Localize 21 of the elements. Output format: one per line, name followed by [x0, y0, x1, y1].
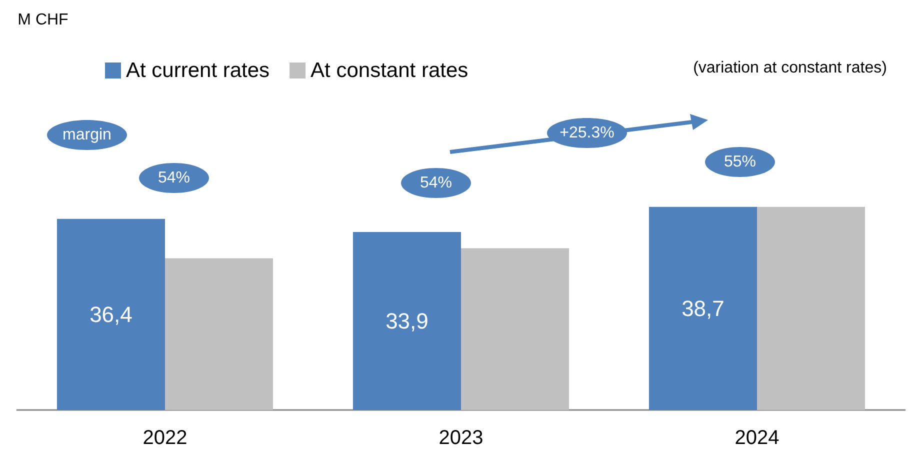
- text: (variation at constant rates): [693, 60, 887, 76]
- text: margin: [62, 126, 112, 144]
- bar: [461, 248, 570, 410]
- x-tick-label: 2023: [438, 427, 484, 449]
- text: 54%: [420, 174, 452, 192]
- text: M CHF: [18, 12, 69, 28]
- x-tick-label: 2022: [142, 427, 188, 449]
- bar: [757, 206, 866, 410]
- bar: [56, 218, 165, 410]
- legend-label: At current rates: [126, 59, 270, 82]
- bar: [352, 232, 461, 410]
- text: 54%: [158, 170, 190, 186]
- bar: [648, 206, 757, 410]
- data-label: 38,7: [682, 296, 724, 321]
- x-tick-label: 2024: [734, 427, 780, 449]
- bar: [165, 258, 274, 410]
- data-label: 36,4: [90, 302, 132, 327]
- data-label: 33,9: [386, 308, 428, 334]
- text: 55%: [724, 154, 756, 170]
- text: +25.3%: [560, 124, 614, 142]
- legend-label: At constant rates: [310, 59, 468, 82]
